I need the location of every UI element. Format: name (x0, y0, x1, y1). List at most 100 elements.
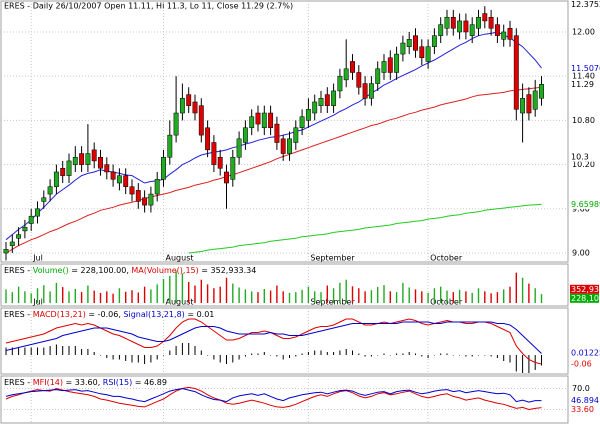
candle-body (387, 57, 393, 73)
macd-histogram-bar (314, 350, 316, 355)
macd-histogram-bar (496, 355, 498, 358)
candle-body (142, 197, 148, 206)
volume-bar (288, 292, 291, 303)
panel-label-part: = 0.01 (185, 310, 215, 319)
volume-bar (509, 286, 511, 303)
oscillator-line (5, 387, 542, 403)
macd-histogram-bar (144, 355, 146, 364)
candle-body (274, 123, 280, 143)
month-label: August (166, 254, 194, 263)
candle-body (324, 94, 330, 106)
volume-bar (206, 284, 209, 303)
macd-histogram-bar (415, 353, 416, 355)
macd-histogram-bar (471, 355, 473, 357)
volume-bar (414, 289, 417, 303)
volume-bar (156, 284, 158, 303)
candle-body (444, 16, 450, 29)
macd-histogram-bar (408, 352, 410, 355)
candle-body (53, 171, 59, 187)
panel-label: ERES - Volume() = 228,100.00, MA(Volume(… (4, 266, 256, 275)
macd-histogram-bar (522, 355, 524, 373)
candle-body (362, 83, 368, 99)
volume-bar (484, 291, 486, 303)
macd-histogram-bar (106, 355, 108, 358)
macd-histogram-bar (68, 346, 70, 355)
candle-body (60, 168, 66, 176)
macd-histogram-bar (289, 355, 290, 358)
macd-histogram-bar (433, 355, 435, 356)
candle-body (431, 35, 437, 47)
macd-histogram-bar (541, 355, 542, 366)
candle-body (287, 138, 292, 154)
panel-label-part: MFI(14) (33, 378, 63, 387)
volume-bar (421, 291, 423, 303)
candle-body (350, 61, 355, 73)
candle-body (161, 156, 166, 180)
panel-label-part: ERES - (4, 310, 33, 319)
macd-histogram-bar (528, 355, 530, 373)
volume-bar (276, 285, 278, 303)
volume-bar (427, 292, 429, 303)
moving-average-line (5, 86, 542, 254)
value-tag: 352,933 (571, 285, 600, 294)
volume-bar (232, 283, 234, 303)
candle-body (381, 61, 387, 73)
macd-histogram-bar (503, 355, 505, 361)
macd-histogram-bar (74, 346, 76, 355)
macd-histogram-bar (307, 352, 309, 355)
macd-histogram-bar (509, 355, 511, 363)
volume-bar (106, 291, 108, 303)
candle-body (268, 112, 274, 129)
candle-body (211, 142, 217, 165)
candle-body (22, 226, 28, 232)
panel-label-part: Signal(13,21,8) (123, 310, 184, 319)
candle-body (66, 160, 72, 176)
candle-body (312, 101, 318, 114)
volume-bar (540, 294, 543, 303)
volume-bar (99, 292, 102, 303)
volume-bar (332, 288, 335, 303)
candle-body (450, 16, 456, 29)
candle-body (457, 20, 463, 33)
macd-histogram-bar (18, 347, 20, 355)
macd-histogram-bar (150, 355, 152, 363)
volume-bar (131, 290, 133, 303)
value-tag-box (570, 199, 599, 209)
macd-histogram-bar (402, 353, 404, 355)
candle-body (476, 16, 481, 29)
volume-bar (238, 287, 240, 303)
volume-bar (458, 289, 461, 303)
candle-body (488, 16, 494, 29)
volume-bar (395, 292, 398, 303)
volume-bar (194, 285, 196, 303)
candle-body (413, 35, 418, 51)
macd-histogram-bar (181, 343, 183, 355)
candle-body (85, 153, 91, 165)
volume-bar (17, 286, 20, 303)
candle-body (123, 175, 129, 187)
volume-bar (62, 287, 64, 303)
macd-histogram-bar (93, 352, 95, 355)
macd-histogram-bar (156, 355, 158, 360)
candle-body (526, 94, 532, 114)
volume-bar (269, 290, 272, 303)
value-tag: 11.29 (571, 80, 594, 89)
candle-body (104, 164, 110, 173)
volume-bar (402, 282, 404, 303)
volume-bar (364, 291, 366, 303)
value-tag: 9.65989 (571, 200, 600, 209)
value-tag: 10.3 (571, 153, 589, 162)
macd-histogram-bar (238, 355, 240, 360)
value-tag-box (570, 359, 599, 369)
candle-body (129, 186, 135, 195)
volume-bar (188, 282, 190, 303)
volume-bar (515, 272, 517, 303)
macd-histogram-bar (188, 343, 190, 355)
volume-bar (377, 287, 379, 303)
panel-label-part: RSI(15) (103, 378, 132, 387)
candle-body (249, 116, 255, 129)
macd-histogram-bar (207, 355, 209, 356)
candle-body (463, 20, 469, 33)
